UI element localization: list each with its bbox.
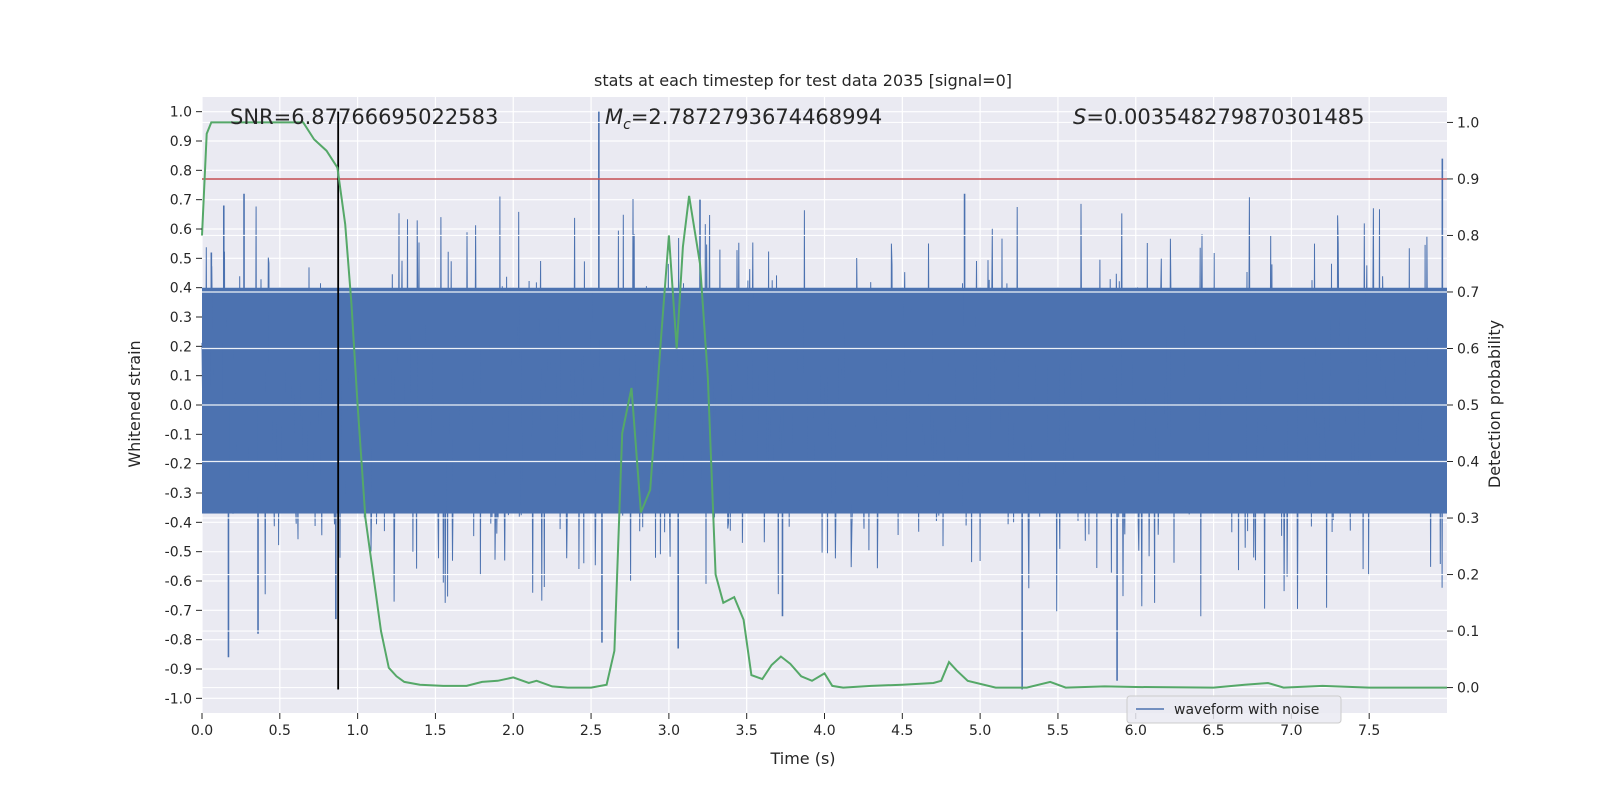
x-tick-label: 0.5: [269, 723, 291, 739]
s-annotation: S=0.003548279870301485: [1073, 105, 1364, 129]
right-tick-label: 0.9: [1457, 172, 1479, 188]
legend-label-waveform: waveform with noise: [1174, 702, 1319, 718]
x-tick-label: 6.0: [1125, 723, 1147, 739]
right-tick-label: 0.3: [1457, 511, 1479, 527]
left-tick-label: 0.9: [170, 134, 192, 150]
mc-symbol: M: [605, 105, 623, 129]
x-tick-label: 4.5: [891, 723, 913, 739]
x-axis-label: Time (s): [769, 749, 835, 768]
s-value: =0.003548279870301485: [1086, 105, 1364, 129]
right-axis-label: Detection probability: [1485, 320, 1504, 488]
left-tick-label: -0.3: [165, 486, 192, 502]
x-tick-label: 4.0: [813, 723, 835, 739]
left-tick-label: 0.4: [170, 281, 192, 297]
left-axis-ticks: 1.0 0.9 0.8 0.7 0.6 0.5 0.4 0.3 0.2 0.1 0.0 -0.1 -0.…: [165, 105, 202, 707]
right-tick-label: 0.4: [1457, 455, 1479, 471]
waveform-series: [201, 111, 1447, 690]
legend-box: [1126, 695, 1342, 724]
mc-annotation: Mc=2.7872793674468994: [605, 105, 882, 133]
x-tick-label: 7.5: [1358, 723, 1380, 739]
detection-probability-line: [201, 121, 1447, 689]
x-tick-label: 3.5: [736, 723, 758, 739]
left-tick-label: 0.3: [170, 310, 192, 326]
mc-subscript: c: [623, 117, 631, 133]
left-tick-label: 0.8: [170, 163, 192, 179]
left-tick-label: 0.0: [170, 398, 192, 414]
right-tick-label: 0.8: [1457, 228, 1479, 244]
snr-annotation: SNR=6.87766695022583: [230, 105, 498, 129]
right-tick-label: 1.0: [1457, 115, 1479, 131]
x-tick-label: 0.0: [191, 723, 213, 739]
x-tick-label: 5.0: [969, 723, 991, 739]
left-tick-label: -0.4: [165, 515, 192, 531]
x-tick-label: 5.5: [1047, 723, 1069, 739]
left-tick-label: -0.7: [165, 603, 192, 619]
x-tick-label: 2.5: [580, 723, 602, 739]
right-tick-label: 0.7: [1457, 285, 1479, 301]
left-axis-label: Whitened strain: [125, 340, 144, 467]
left-tick-label: -0.5: [165, 545, 192, 561]
x-tick-label: 1.0: [346, 723, 368, 739]
x-tick-label: 3.0: [658, 723, 680, 739]
left-tick-label: -0.9: [165, 662, 192, 678]
left-tick-label: -0.6: [165, 574, 192, 590]
left-tick-label: -0.1: [165, 427, 192, 443]
mc-value: =2.7872793674468994: [631, 105, 882, 129]
waveform-path: [201, 196, 1447, 617]
left-tick-label: -0.2: [165, 457, 192, 473]
x-tick-label: 1.5: [424, 723, 446, 739]
left-tick-label: 0.7: [170, 193, 192, 209]
right-tick-label: 0.6: [1457, 341, 1479, 357]
x-tick-label: 7.0: [1280, 723, 1302, 739]
left-tick-label: 0.2: [170, 339, 192, 355]
right-tick-label: 0.0: [1457, 681, 1479, 697]
x-tick-label: 6.5: [1202, 723, 1224, 739]
chart-title: stats at each timestep for test data 203…: [594, 71, 1012, 90]
left-tick-label: -1.0: [165, 691, 192, 707]
left-tick-label: 0.5: [170, 251, 192, 267]
x-tick-label: 2.0: [502, 723, 524, 739]
s-symbol: S: [1073, 105, 1086, 129]
right-tick-label: 0.2: [1457, 568, 1479, 584]
right-tick-label: 0.1: [1457, 624, 1479, 640]
left-tick-label: 0.1: [170, 369, 192, 385]
left-tick-label: -0.8: [165, 633, 192, 649]
left-tick-label: 1.0: [170, 105, 192, 121]
right-axis-ticks: 1.0 0.9 0.8 0.7 0.6 0.5 0.4 0.3 0.2 0.1 0.0: [1447, 115, 1479, 697]
right-tick-label: 0.5: [1457, 398, 1479, 414]
legend: waveform with noise: [1126, 695, 1342, 724]
left-tick-label: 0.6: [170, 222, 192, 238]
